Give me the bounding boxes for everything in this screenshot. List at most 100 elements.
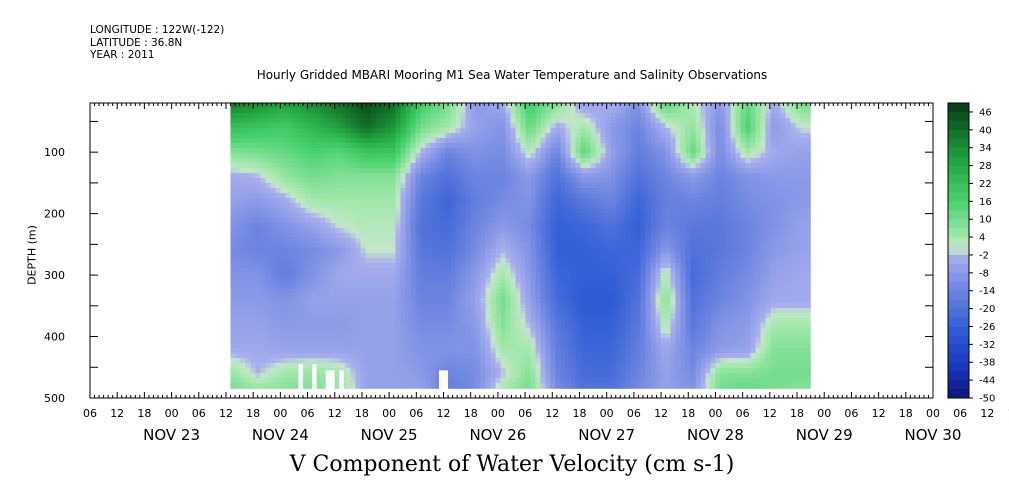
heatmap-cell <box>460 168 467 174</box>
heatmap-cell <box>375 368 382 374</box>
heatmap-cell <box>535 213 542 219</box>
heatmap-cell <box>340 238 347 244</box>
heatmap-cell <box>375 293 382 299</box>
heatmap-cell <box>620 378 627 384</box>
heatmap-cell <box>400 378 407 384</box>
heatmap-cell <box>305 273 312 279</box>
heatmap-cell <box>550 293 557 299</box>
heatmap-cell <box>620 228 627 234</box>
heatmap-cell <box>385 133 392 139</box>
heatmap-cell <box>395 123 402 129</box>
heatmap-cell <box>370 118 377 124</box>
heatmap-cell <box>325 203 332 209</box>
heatmap-cell <box>530 328 537 334</box>
heatmap-cell <box>480 223 487 229</box>
heatmap-cell <box>230 308 237 314</box>
heatmap-cell <box>595 283 602 289</box>
heatmap-cell <box>525 263 532 269</box>
heatmap-cell <box>610 163 617 169</box>
heatmap-cell <box>585 343 592 349</box>
heatmap-cell <box>490 213 497 219</box>
heatmap-cell <box>605 238 612 244</box>
heatmap-cell <box>495 178 502 184</box>
heatmap-cell <box>575 358 582 364</box>
heatmap-cell <box>325 153 332 159</box>
heatmap-cell <box>645 263 652 269</box>
heatmap-cell <box>650 248 657 254</box>
heatmap-cell <box>610 343 617 349</box>
heatmap-cell <box>370 243 377 249</box>
heatmap-cell <box>405 108 412 114</box>
heatmap-cell <box>325 188 332 194</box>
heatmap-cell <box>570 188 577 194</box>
heatmap-cell <box>270 213 277 219</box>
heatmap-cell <box>475 218 482 224</box>
heatmap-cell <box>315 198 322 204</box>
heatmap-cell <box>620 168 627 174</box>
heatmap-cell <box>490 133 497 139</box>
heatmap-cell <box>255 318 262 324</box>
heatmap-cell <box>260 208 267 214</box>
heatmap-cell <box>485 128 492 134</box>
heatmap-cell <box>650 113 657 119</box>
heatmap-cell <box>570 373 577 379</box>
heatmap-cell <box>230 213 237 219</box>
heatmap-cell <box>295 133 302 139</box>
heatmap-cell <box>585 133 592 139</box>
heatmap-cell <box>275 313 282 319</box>
heatmap-cell <box>630 343 637 349</box>
heatmap-cell <box>270 138 277 144</box>
heatmap-cell <box>330 228 337 234</box>
heatmap-cell <box>275 288 282 294</box>
heatmap-cell <box>545 298 552 304</box>
heatmap-cell <box>565 338 572 344</box>
heatmap-cell <box>300 293 307 299</box>
heatmap-cell <box>475 263 482 269</box>
heatmap-cell <box>615 283 622 289</box>
heatmap-cell <box>475 208 482 214</box>
heatmap-cell <box>395 138 402 144</box>
heatmap-cell <box>235 313 242 319</box>
heatmap-cell <box>635 148 642 154</box>
heatmap-cell <box>285 253 292 259</box>
heatmap-cell <box>450 343 457 349</box>
heatmap-cell <box>465 208 472 214</box>
heatmap-cell <box>565 388 572 389</box>
heatmap-cell <box>300 323 307 329</box>
heatmap-cell <box>260 343 267 349</box>
heatmap-cell <box>540 333 547 339</box>
heatmap-cell <box>500 233 507 239</box>
heatmap-cell <box>335 138 342 144</box>
heatmap-cell <box>315 193 322 199</box>
heatmap-cell <box>535 308 542 314</box>
heatmap-cell <box>390 143 397 149</box>
heatmap-cell <box>605 148 612 154</box>
heatmap-cell <box>605 388 612 389</box>
heatmap-cell <box>320 118 327 124</box>
heatmap-cell <box>490 343 497 349</box>
heatmap-cell <box>610 238 617 244</box>
heatmap-cell <box>360 208 367 214</box>
heatmap-cell <box>285 218 292 224</box>
heatmap-cell <box>385 123 392 129</box>
heatmap-cell <box>385 378 392 384</box>
heatmap-cell <box>635 358 642 364</box>
heatmap-cell <box>305 168 312 174</box>
heatmap-cell <box>385 293 392 299</box>
heatmap-cell <box>480 238 487 244</box>
heatmap-cell <box>345 248 352 254</box>
heatmap-cell <box>560 148 567 154</box>
heatmap-cell <box>505 148 512 154</box>
heatmap-cell <box>655 253 662 259</box>
heatmap-cell <box>405 343 412 349</box>
heatmap-cell <box>610 313 617 319</box>
heatmap-cell <box>510 188 517 194</box>
heatmap-cell <box>285 193 292 199</box>
heatmap-cell <box>310 273 317 279</box>
heatmap-cell <box>550 278 557 284</box>
heatmap-cell <box>615 363 622 369</box>
heatmap-cell <box>500 238 507 244</box>
heatmap-cell <box>625 273 632 279</box>
heatmap-cell <box>280 138 287 144</box>
heatmap-cell <box>570 338 577 344</box>
